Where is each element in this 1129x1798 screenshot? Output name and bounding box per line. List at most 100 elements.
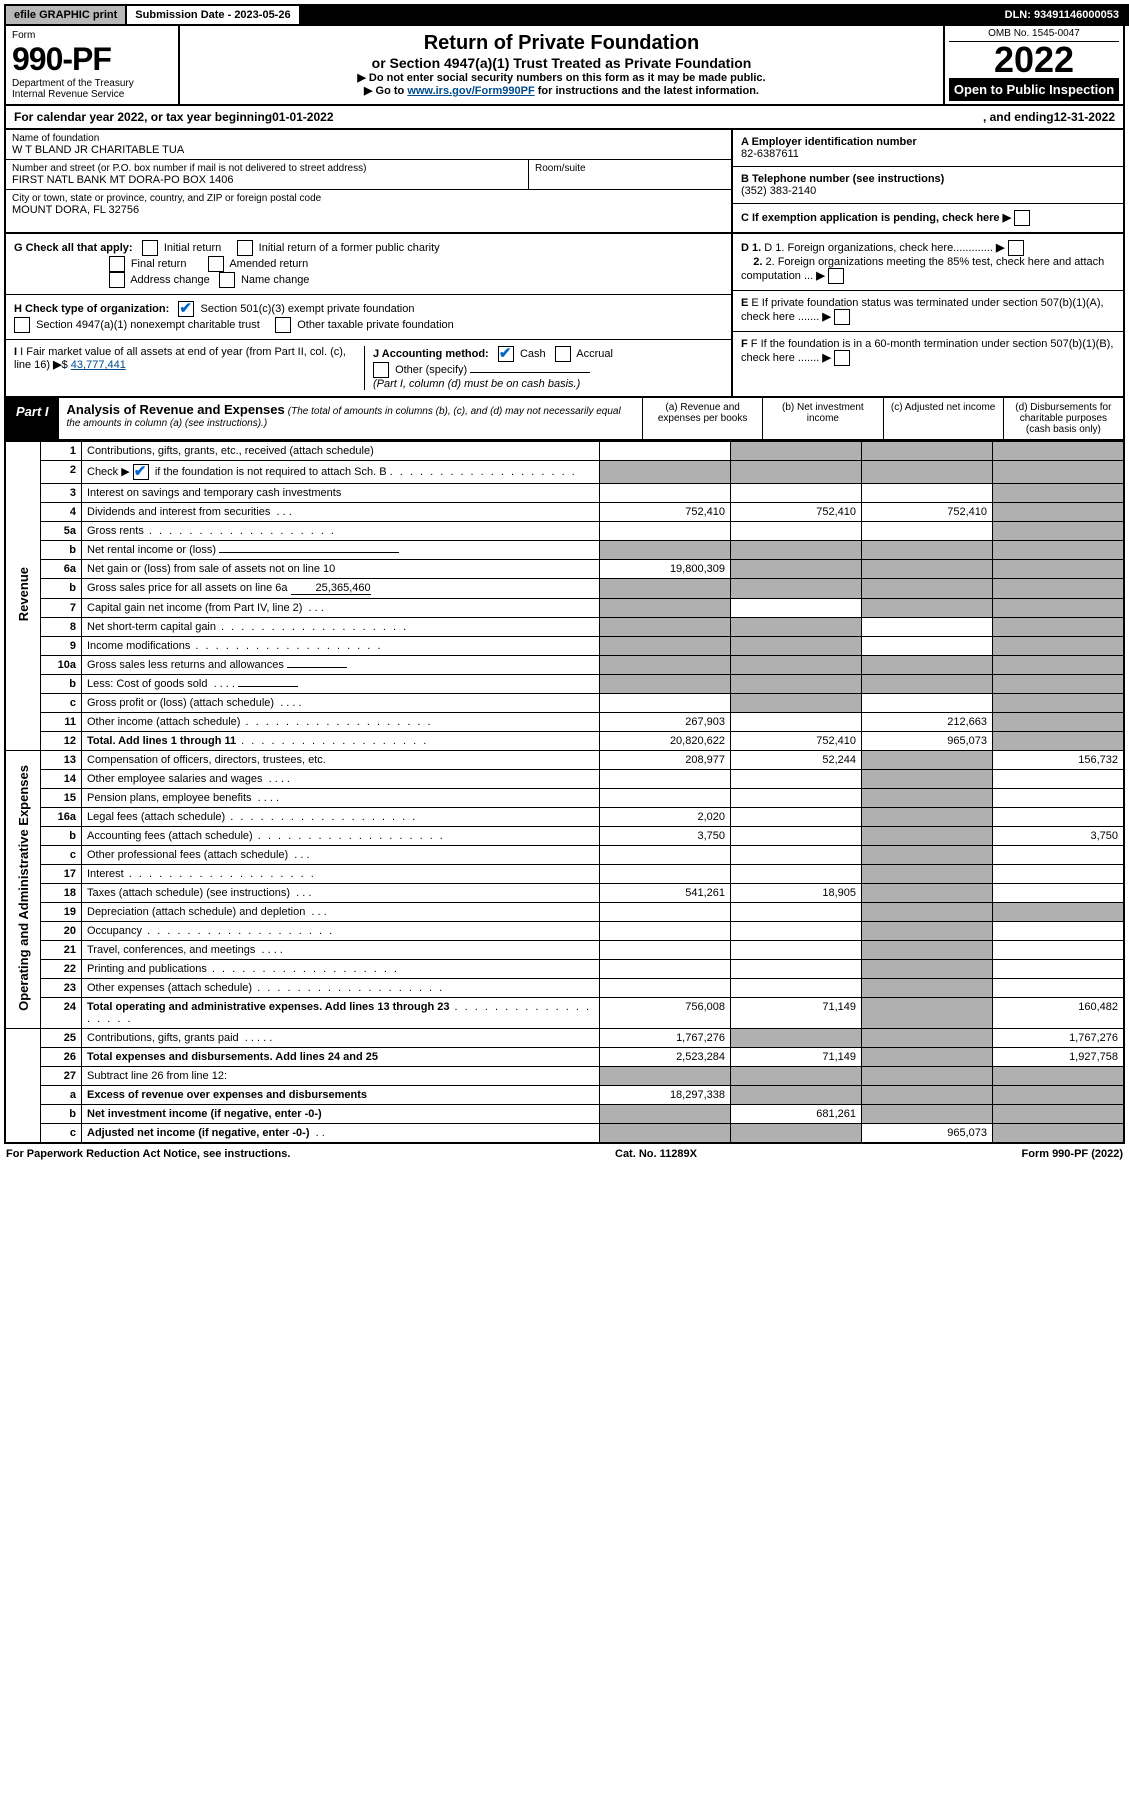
desc-5b: Net rental income or (loss): [82, 541, 600, 560]
r4-b: 752,410: [731, 503, 862, 522]
i-val[interactable]: 43,777,441: [71, 359, 126, 371]
d-row: D 1. D 1. Foreign organizations, check h…: [733, 234, 1123, 291]
table-row: 8 Net short-term capital gain: [5, 618, 1124, 637]
info-block: Name of foundation W T BLAND JR CHARITAB…: [4, 130, 1125, 234]
address-val: FIRST NATL BANK MT DORA-PO BOX 1406: [12, 174, 522, 186]
r18-a: 541,261: [600, 884, 731, 903]
desc-18: Taxes (attach schedule) (see instruction…: [82, 884, 600, 903]
phone-lbl: B Telephone number (see instructions): [741, 173, 1115, 185]
desc-10a: Gross sales less returns and allowances: [82, 656, 600, 675]
side-expenses: Operating and Administrative Expenses: [16, 765, 31, 1011]
exemption-row: C If exemption application is pending, c…: [733, 204, 1123, 232]
desc-22: Printing and publications: [82, 960, 600, 979]
ln-6b: b: [41, 579, 82, 599]
checkbox-cash[interactable]: [498, 346, 514, 362]
desc-24: Total operating and administrative expen…: [82, 998, 600, 1029]
info-right: A Employer identification number 82-6387…: [731, 130, 1123, 232]
h-4947: Section 4947(a)(1) nonexempt charitable …: [36, 319, 260, 331]
r11-c: 212,663: [862, 713, 993, 732]
title-main: Return of Private Foundation: [190, 32, 933, 55]
desc-16b: Accounting fees (attach schedule): [82, 827, 600, 846]
desc-20: Occupancy: [82, 922, 600, 941]
desc-15: Pension plans, employee benefits . . . .: [82, 789, 600, 808]
checkbox-amended[interactable]: [208, 256, 224, 272]
ln-23: 23: [41, 979, 82, 998]
ln-16b: b: [41, 827, 82, 846]
table-row: 9 Income modifications: [5, 637, 1124, 656]
checkbox-4947[interactable]: [14, 317, 30, 333]
checkbox-accrual[interactable]: [555, 346, 571, 362]
checkbox-f[interactable]: [834, 350, 850, 366]
top-bar: efile GRAPHIC print Submission Date - 20…: [4, 4, 1129, 26]
city-val: MOUNT DORA, FL 32756: [12, 204, 725, 216]
checkbox-name[interactable]: [219, 272, 235, 288]
r6b-inline: 25,365,460: [291, 582, 371, 595]
table-row: 20 Occupancy: [5, 922, 1124, 941]
efile-label: efile GRAPHIC print: [6, 6, 125, 24]
ln-18: 18: [41, 884, 82, 903]
checkbox-schb[interactable]: [133, 464, 149, 480]
desc-3: Interest on savings and temporary cash i…: [82, 484, 600, 503]
r27a-a: 18,297,338: [600, 1086, 731, 1105]
h-row: H Check type of organization: Section 50…: [6, 295, 731, 340]
calyear-end: 12-31-2022: [1054, 110, 1115, 124]
checkbox-501c3[interactable]: [178, 301, 194, 317]
table-row: 6a Net gain or (loss) from sale of asset…: [5, 560, 1124, 579]
table-row: 24 Total operating and administrative ex…: [5, 998, 1124, 1029]
checkbox-addr[interactable]: [109, 272, 125, 288]
ein-row: A Employer identification number 82-6387…: [733, 130, 1123, 167]
table-row: 14 Other employee salaries and wages . .…: [5, 770, 1124, 789]
desc-1: Contributions, gifts, grants, etc., rece…: [82, 442, 600, 461]
foundation-name-val: W T BLAND JR CHARITABLE TUA: [12, 144, 725, 156]
ln-4: 4: [41, 503, 82, 522]
d1-lbl: D 1. Foreign organizations, check here..…: [764, 242, 993, 254]
calyear-mid: , and ending: [983, 110, 1054, 124]
r12-c: 965,073: [862, 732, 993, 751]
table-row: 18 Taxes (attach schedule) (see instruct…: [5, 884, 1124, 903]
desc-7: Capital gain net income (from Part IV, l…: [82, 599, 600, 618]
city-lbl: City or town, state or province, country…: [12, 193, 725, 204]
r13-a: 208,977: [600, 751, 731, 770]
checkbox-d2[interactable]: [828, 268, 844, 284]
checkbox-initial-former[interactable]: [237, 240, 253, 256]
checkbox-final[interactable]: [109, 256, 125, 272]
g-final: Final return: [131, 258, 187, 270]
i-lbl: I Fair market value of all assets at end…: [14, 346, 346, 371]
table-row: Revenue 1 Contributions, gifts, grants, …: [5, 442, 1124, 461]
ln-27c: c: [41, 1124, 82, 1144]
checkbox-e[interactable]: [834, 309, 850, 325]
desc-10c: Gross profit or (loss) (attach schedule)…: [82, 694, 600, 713]
checkbox-d1[interactable]: [1008, 240, 1024, 256]
header-center: Return of Private Foundation or Section …: [180, 26, 943, 104]
j-other: Other (specify): [395, 364, 467, 376]
checkbox-initial[interactable]: [142, 240, 158, 256]
dept-irs: Internal Revenue Service: [12, 89, 172, 100]
ein-val: 82-6387611: [741, 148, 1115, 160]
checkbox-other-tax[interactable]: [275, 317, 291, 333]
ln-9: 9: [41, 637, 82, 656]
instr-goto-pre: ▶ Go to: [364, 85, 407, 97]
instr-link[interactable]: www.irs.gov/Form990PF: [407, 85, 534, 97]
j-note: (Part I, column (d) must be on cash basi…: [373, 378, 580, 390]
header-right: OMB No. 1545-0047 2022 Open to Public In…: [943, 26, 1123, 104]
g-lbl: G Check all that apply:: [14, 242, 133, 254]
r12-a: 20,820,622: [600, 732, 731, 751]
table-row: 22 Printing and publications: [5, 960, 1124, 979]
table-row: b Net investment income (if negative, en…: [5, 1105, 1124, 1124]
foundation-name-lbl: Name of foundation: [12, 133, 725, 144]
ln-12: 12: [41, 732, 82, 751]
instr-goto: ▶ Go to www.irs.gov/Form990PF for instru…: [190, 84, 933, 97]
form-header: Form 990-PF Department of the Treasury I…: [4, 26, 1125, 106]
e-lbl: E If private foundation status was termi…: [741, 297, 1104, 323]
ln-10a: 10a: [41, 656, 82, 675]
r24-a: 756,008: [600, 998, 731, 1029]
table-row: b Net rental income or (loss): [5, 541, 1124, 560]
header-left: Form 990-PF Department of the Treasury I…: [6, 26, 180, 104]
r16a-a: 2,020: [600, 808, 731, 827]
table-row: 19 Depreciation (attach schedule) and de…: [5, 903, 1124, 922]
checkbox-c[interactable]: [1014, 210, 1030, 226]
ln-27: 27: [41, 1067, 82, 1086]
checks-left: G Check all that apply: Initial return I…: [6, 234, 731, 396]
checkbox-other-acct[interactable]: [373, 362, 389, 378]
calendar-year-row: For calendar year 2022, or tax year begi…: [4, 106, 1125, 130]
